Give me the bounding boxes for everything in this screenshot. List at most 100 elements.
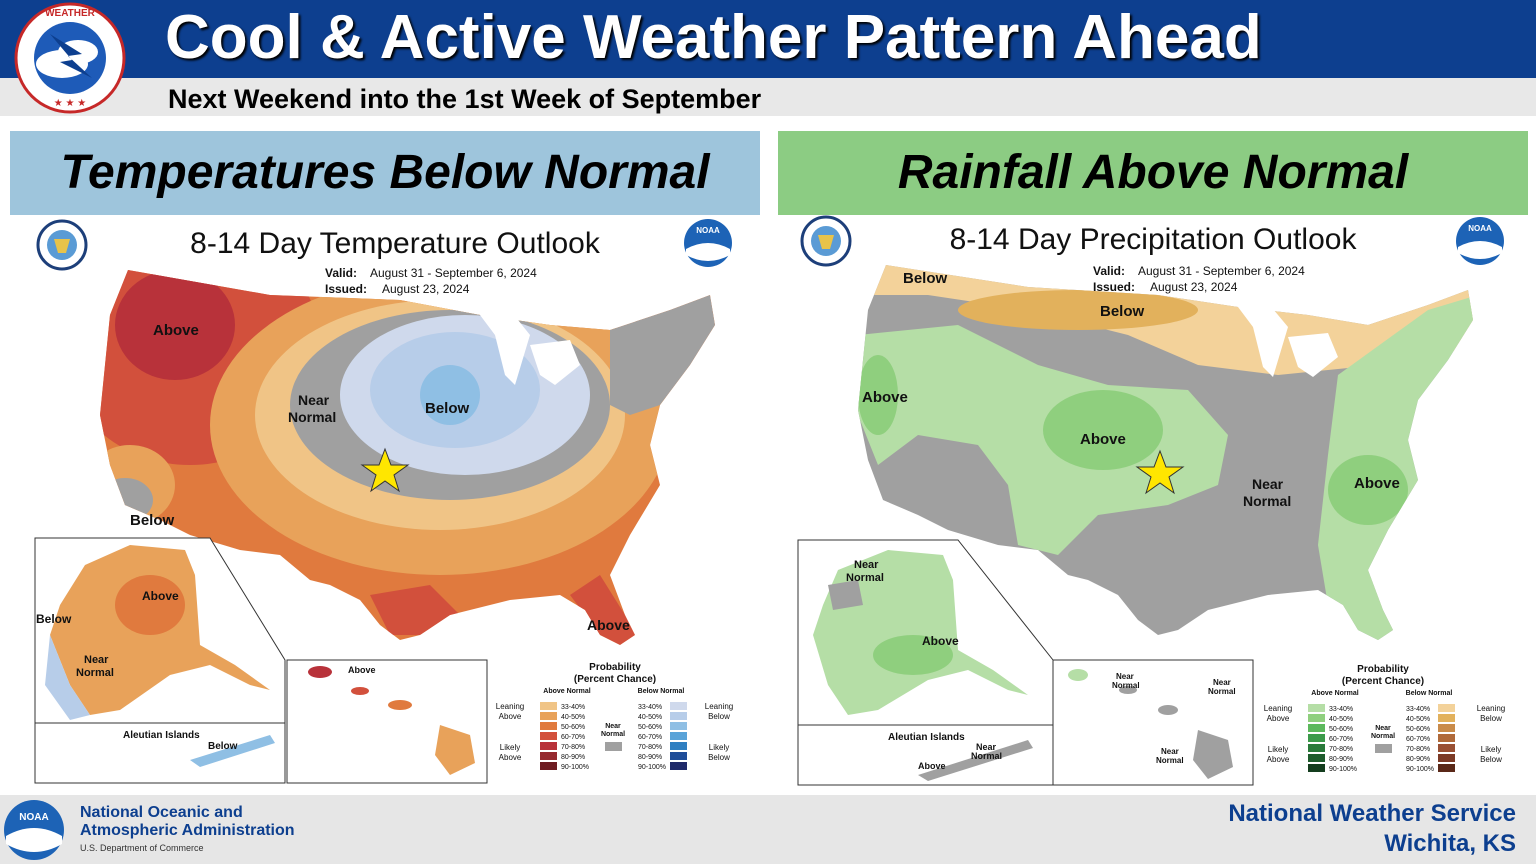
label-hi-near-a1: Near — [1116, 672, 1134, 681]
aleutian-inset: Aleutian Islands Near Normal Above — [797, 724, 1054, 786]
nws-office-name: National Weather Service — [1228, 800, 1516, 827]
temp-map-title: 8-14 Day Temperature Outlook — [190, 227, 601, 260]
noaa-name-line1: National Oceanic and — [80, 804, 243, 821]
label-ak-near-2: Normal — [846, 572, 884, 584]
temp-legend-below-swatch — [670, 722, 687, 730]
temp-legend-below-swatch — [670, 702, 687, 710]
precip-legend-likely-below-2: Below — [1480, 755, 1502, 764]
temp-legend-below-swatch — [670, 762, 687, 770]
precip-legend-below-range: 50-60% — [1406, 726, 1430, 733]
temp-legend-likely-above-2: Above — [499, 753, 522, 762]
precip-legend-below-range: 80-90% — [1406, 756, 1430, 763]
label-hi-near-c1: Near — [1161, 747, 1179, 756]
temp-legend-near-1: Near — [605, 723, 621, 730]
page-subtitle: Next Weekend into the 1st Week of Septem… — [168, 84, 762, 114]
temp-legend-title-1: Probability — [589, 662, 641, 673]
temp-valid-label: Valid: — [325, 266, 357, 280]
precipitation-outlook-map: NOAA 8-14 Day Precipitation Outlook Vali… — [778, 215, 1528, 787]
temp-legend-above-range: 33-40% — [561, 704, 585, 711]
label-near-1: Near — [298, 392, 330, 408]
noaa-footer-logo-icon: NOAA — [4, 800, 64, 860]
precip-legend-near-swatch — [1375, 744, 1392, 753]
temp-legend-above-head: Above Normal — [543, 688, 591, 695]
temp-issued-label: Issued: — [325, 282, 367, 296]
noaa-logo-icon: NOAA — [684, 219, 732, 267]
temp-legend-below-swatch — [670, 752, 687, 760]
precip-legend-below-range: 90-100% — [1406, 766, 1434, 773]
precip-issued-label: Issued: — [1093, 280, 1135, 294]
rainfall-heading: Rainfall Above Normal — [897, 146, 1409, 199]
label-near-1: Near — [1252, 476, 1284, 492]
label-aleutian-below: Below — [208, 741, 238, 752]
precip-legend-above-range: 40-50% — [1329, 716, 1353, 723]
temp-legend-leaning-below-2: Below — [708, 712, 730, 721]
noaa-name-line2: Atmospheric Administration — [80, 822, 295, 839]
label-ak-below: Below — [36, 612, 72, 626]
label-hi-near-b1: Near — [1213, 678, 1231, 687]
label-aleutian-near-2: Normal — [971, 751, 1002, 761]
label-above-c: Above — [1080, 431, 1126, 448]
label-ak-above: Above — [142, 589, 179, 603]
precip-legend-title-2: (Percent Chance) — [1342, 676, 1424, 687]
doc-seal-icon — [36, 219, 88, 271]
temp-legend-likely-below-1: Likely — [709, 743, 729, 752]
precip-legend-above-range: 90-100% — [1329, 766, 1357, 773]
temp-legend-above-range: 70-80% — [561, 744, 585, 751]
label-below-nw: Below — [903, 270, 948, 287]
precip-legend-below-range: 70-80% — [1406, 746, 1430, 753]
temp-legend-above-range: 60-70% — [561, 734, 585, 741]
svg-text:NOAA: NOAA — [1468, 224, 1492, 233]
nws-office-city: Wichita, KS — [1384, 830, 1516, 857]
precip-legend-leaning-above-2: Above — [1267, 714, 1290, 723]
precip-legend-below-range: 60-70% — [1406, 736, 1430, 743]
temp-legend-above-swatch — [540, 742, 557, 750]
precip-legend-below-swatch — [1438, 764, 1455, 772]
temp-issued-date: August 23, 2024 — [382, 282, 470, 296]
temp-legend-above-swatch — [540, 722, 557, 730]
label-fl-above: Above — [587, 617, 630, 633]
hawaii-inset: Near Normal Near Normal Near Normal — [1052, 659, 1254, 786]
precip-legend-leaning-above-1: Leaning — [1264, 704, 1292, 713]
precip-valid-label: Valid: — [1093, 264, 1125, 278]
label-ak-near-1: Near — [854, 559, 879, 571]
precip-legend-above-swatch — [1308, 724, 1325, 732]
label-aleutian: Aleutian Islands — [888, 732, 965, 743]
temp-legend-above-range: 90-100% — [561, 764, 589, 771]
temp-legend-title-2: (Percent Chance) — [574, 674, 656, 685]
precip-legend-above-swatch — [1308, 704, 1325, 712]
temp-legend-leaning-below-1: Leaning — [705, 702, 733, 711]
label-hi-near-b2: Normal — [1208, 687, 1236, 696]
temp-legend: Probability (Percent Chance) Above Norma… — [496, 662, 733, 771]
temperature-heading-banner: Temperatures Below Normal — [10, 131, 760, 215]
label-hi-above: Above — [348, 665, 376, 675]
temp-legend-above-range: 80-90% — [561, 754, 585, 761]
precip-legend-near-1: Near — [1375, 725, 1391, 732]
temp-legend-below-swatch — [670, 732, 687, 740]
precip-legend-above-range: 70-80% — [1329, 746, 1353, 753]
noaa-logo-icon: NOAA — [1456, 217, 1504, 265]
header-bar — [0, 0, 1536, 78]
label-hi-near-a2: Normal — [1112, 681, 1140, 690]
precip-legend-below-swatch — [1438, 744, 1455, 752]
precip-legend-below-range: 33-40% — [1406, 706, 1430, 713]
label-below-mid: Below — [425, 400, 470, 417]
noaa-department: U.S. Department of Commerce — [80, 843, 204, 853]
precip-legend-above-swatch — [1308, 764, 1325, 772]
temp-legend-below-range: 50-60% — [638, 724, 662, 731]
subheader-bar — [0, 78, 1536, 116]
temp-legend-above-swatch — [540, 762, 557, 770]
doc-seal-icon — [800, 215, 852, 267]
wichita-star-icon — [360, 447, 410, 493]
svg-text:NOAA: NOAA — [19, 812, 48, 823]
label-aleutian: Aleutian Islands — [123, 730, 200, 741]
temp-legend-below-range: 60-70% — [638, 734, 662, 741]
label-near-2: Normal — [288, 409, 336, 425]
label-ak-near-1: Near — [84, 654, 109, 666]
temp-legend-below-head: Below Normal — [638, 688, 685, 695]
temp-valid-dates: August 31 - September 6, 2024 — [370, 266, 537, 280]
temp-legend-below-swatch — [670, 712, 687, 720]
temp-legend-above-swatch — [540, 702, 557, 710]
label-above-nw: Above — [153, 322, 199, 339]
precip-legend: Probability (Percent Chance) Above Norma… — [1264, 664, 1505, 773]
precip-legend-likely-below-1: Likely — [1481, 745, 1501, 754]
